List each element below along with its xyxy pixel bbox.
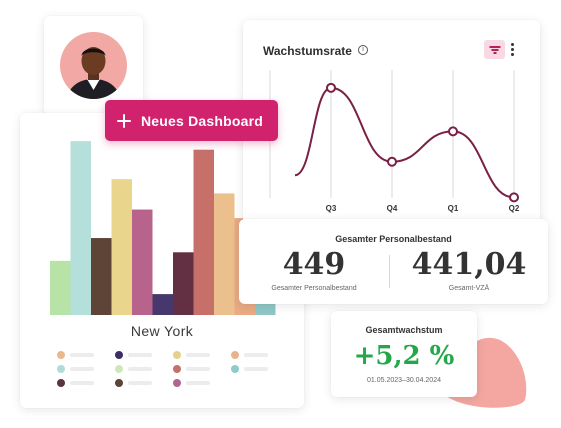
- chart-legend: [57, 350, 287, 400]
- legend-label-placeholder: [244, 353, 268, 357]
- growth-rate-card: Wachstumsrate i Q3 Q4 Q1 Q2: [243, 20, 540, 225]
- headcount-value: 449: [282, 247, 346, 282]
- legend-swatch: [173, 365, 181, 373]
- legend-label-placeholder: [128, 353, 152, 357]
- more-vertical-icon[interactable]: [509, 42, 517, 58]
- legend-item: [231, 350, 281, 362]
- legend-swatch: [57, 351, 65, 359]
- plus-icon: [117, 113, 131, 128]
- legend-item: [115, 364, 165, 376]
- bar-1: [50, 260, 71, 315]
- bar-7: [173, 252, 194, 315]
- quarter-label: Q4: [386, 204, 398, 213]
- legend-swatch: [231, 351, 239, 359]
- growth-series-line: [294, 86, 515, 199]
- legend-swatch: [173, 351, 181, 359]
- headcount-card: Gesamter Personalbestand 449 Gesamter Pe…: [239, 219, 548, 304]
- avatar-card: [44, 16, 143, 115]
- data-point: [448, 126, 458, 137]
- headcount-label: Gesamter Personalbestand: [271, 285, 357, 292]
- legend-label-placeholder: [186, 381, 210, 385]
- filter-icon[interactable]: [484, 40, 505, 59]
- new-dashboard-button[interactable]: Neues Dashboard: [105, 100, 278, 141]
- legend-item: [173, 378, 223, 390]
- bar-3: [91, 238, 112, 315]
- quarter-label: Q2: [508, 204, 520, 213]
- legend-item: [173, 350, 223, 362]
- quarter-label: Q3: [325, 204, 337, 213]
- legend-swatch: [115, 351, 123, 359]
- legend-label-placeholder: [186, 367, 210, 371]
- total-growth-title: Gesamtwachstum: [365, 325, 443, 335]
- legend-swatch: [115, 365, 123, 373]
- legend-label-placeholder: [186, 353, 210, 357]
- bar-11: [255, 303, 276, 315]
- legend-item: [173, 364, 223, 376]
- legend-label-placeholder: [128, 367, 152, 371]
- date-range: 01.05.2023–30.04.2024: [367, 377, 441, 384]
- legend-label-placeholder: [70, 367, 94, 371]
- legend-swatch: [57, 365, 65, 373]
- bar-4: [111, 179, 132, 315]
- legend-swatch: [115, 379, 123, 387]
- info-icon[interactable]: i: [358, 45, 368, 55]
- legend-label-placeholder: [70, 353, 94, 357]
- city-label: New York: [130, 323, 194, 339]
- bar-chart: [50, 141, 276, 315]
- legend-label-placeholder: [128, 381, 152, 385]
- legend-item: [231, 364, 281, 376]
- legend-swatch: [231, 365, 239, 373]
- bar-5: [132, 209, 153, 315]
- growth-rate-title: Wachstumsrate: [263, 44, 352, 58]
- legend-label-placeholder: [70, 381, 94, 385]
- fte-label: Gesamt-VZÄ: [448, 285, 490, 292]
- bar-8: [193, 149, 214, 315]
- legend-swatch: [57, 379, 65, 387]
- bar-9: [214, 193, 235, 315]
- bar-6: [152, 294, 173, 315]
- divider: [389, 255, 390, 288]
- total-growth-card: Gesamtwachstum +5,2 % 01.05.2023–30.04.2…: [331, 311, 477, 397]
- headcount-title: Gesamter Personalbestand: [335, 234, 452, 244]
- legend-item: [115, 350, 165, 362]
- legend-item: [57, 350, 107, 362]
- growth-line-chart: [269, 70, 519, 203]
- legend-item: [115, 378, 165, 390]
- data-point: [326, 82, 336, 93]
- data-point: [509, 192, 519, 203]
- avatar: [60, 32, 127, 99]
- quarter-label: Q1: [447, 204, 459, 213]
- new-dashboard-label: Neues Dashboard: [141, 112, 264, 129]
- legend-swatch: [173, 379, 181, 387]
- fte-value: 441,04: [411, 247, 527, 282]
- bar-2: [70, 141, 91, 315]
- legend-label-placeholder: [244, 367, 268, 371]
- legend-item: [57, 378, 107, 390]
- total-growth-value: +5,2 %: [353, 341, 455, 371]
- legend-item: [57, 364, 107, 376]
- data-point: [387, 156, 397, 167]
